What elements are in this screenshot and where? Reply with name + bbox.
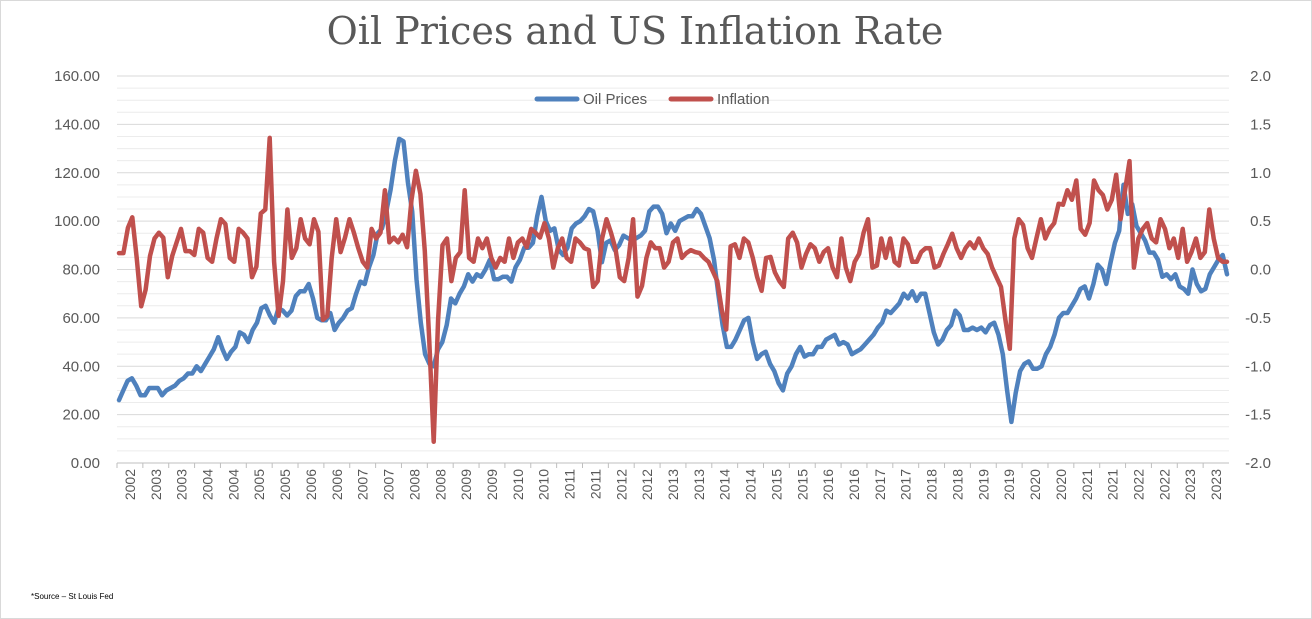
- y-left-tick-label: 100.00: [54, 213, 100, 230]
- x-tick-label: 2022: [1156, 469, 1172, 500]
- y-right-tick-label: 2.0: [1250, 68, 1271, 85]
- x-tick-label: 2012: [639, 469, 655, 500]
- x-tick-label: 2004: [225, 469, 241, 500]
- y-left-tick-label: 0.00: [71, 455, 100, 472]
- legend: Oil Prices Inflation: [534, 91, 770, 108]
- x-tick-label: 2011: [562, 469, 578, 499]
- x-tick-label: 2007: [355, 469, 371, 500]
- x-tick-label: 2003: [174, 469, 190, 500]
- x-tick-label: 2017: [898, 469, 914, 500]
- x-tick-label: 2005: [277, 469, 293, 500]
- y-left-tick-label: 160.00: [54, 68, 100, 85]
- x-tick-label: 2014: [743, 469, 759, 500]
- y-left-tick-label: 60.00: [62, 310, 100, 327]
- series-line-inflation: [116, 135, 1230, 444]
- y-right-tick-label: 0.5: [1250, 213, 1271, 230]
- x-tick-label: 2013: [665, 469, 681, 500]
- x-tick-label: 2015: [768, 469, 784, 500]
- y-right-tick-label: -2.0: [1245, 455, 1271, 472]
- x-tick-label: 2009: [458, 469, 474, 500]
- x-tick-label: 2022: [1130, 469, 1146, 500]
- x-tick-label: 2019: [975, 469, 991, 500]
- x-tick-label: 2006: [329, 469, 345, 500]
- x-tick-label: 2002: [122, 469, 138, 500]
- y-right-tick-label: 0.0: [1250, 262, 1271, 279]
- x-tick-label: 2005: [251, 469, 267, 500]
- source-note: *Source – St Louis Fed: [31, 592, 114, 601]
- y-left-tick-label: 80.00: [62, 262, 100, 279]
- x-tick-label: 2023: [1208, 469, 1224, 500]
- series-lines: [116, 135, 1230, 444]
- x-tick-label: 2017: [872, 469, 888, 500]
- x-tick-label: 2018: [949, 469, 965, 500]
- x-tick-label: 2013: [691, 469, 707, 500]
- x-tick-label: 2010: [510, 469, 526, 500]
- legend-label-inflation: Inflation: [717, 91, 770, 108]
- x-tick-label: 2021: [1105, 469, 1121, 500]
- y-left-tick-label: 120.00: [54, 165, 100, 182]
- series-line-oil-prices: [116, 136, 1230, 425]
- x-tick-label: 2014: [717, 469, 733, 500]
- x-tick-label: 2016: [846, 469, 862, 500]
- x-tick-label: 2021: [1079, 469, 1095, 500]
- x-tick-label: 2019: [1001, 469, 1017, 500]
- x-tick-label: 2020: [1027, 469, 1043, 500]
- x-tick-label: 2006: [303, 469, 319, 500]
- chart-title: Oil Prices and US Inflation Rate: [326, 9, 944, 53]
- x-tick-label: 2011: [587, 469, 603, 499]
- x-tick-label: 2020: [1053, 469, 1069, 500]
- x-tick-label: 2023: [1182, 469, 1198, 500]
- y-right-tick-label: 1.5: [1250, 116, 1271, 133]
- legend-label-oil-prices: Oil Prices: [583, 91, 647, 108]
- axes: 0.00 20.00 40.00 60.00 80.00 100.00 120.00 140.…: [54, 68, 1271, 500]
- x-tick-label: 2004: [200, 469, 216, 500]
- y-right-tick-label: -1.0: [1245, 358, 1271, 375]
- x-tick-label: 2015: [794, 469, 810, 500]
- x-tick-label: 2018: [924, 469, 940, 500]
- x-tick-label: 2010: [536, 469, 552, 500]
- x-tick-label: 2008: [432, 469, 448, 500]
- y-left-tick-label: 20.00: [62, 407, 100, 424]
- y-left-tick-label: 40.00: [62, 358, 100, 375]
- x-tick-label: 2009: [484, 469, 500, 500]
- y-left-tick-label: 140.00: [54, 116, 100, 133]
- y-right-tick-label: 1.0: [1250, 165, 1271, 182]
- x-tick-label: 2016: [820, 469, 836, 500]
- y-right-tick-label: -1.5: [1245, 407, 1271, 424]
- x-tick-label: 2007: [381, 469, 397, 500]
- y-right-tick-label: -0.5: [1245, 310, 1271, 327]
- x-tick-label: 2008: [406, 469, 422, 500]
- x-tick-label: 2003: [148, 469, 164, 500]
- x-tick-label: 2012: [613, 469, 629, 500]
